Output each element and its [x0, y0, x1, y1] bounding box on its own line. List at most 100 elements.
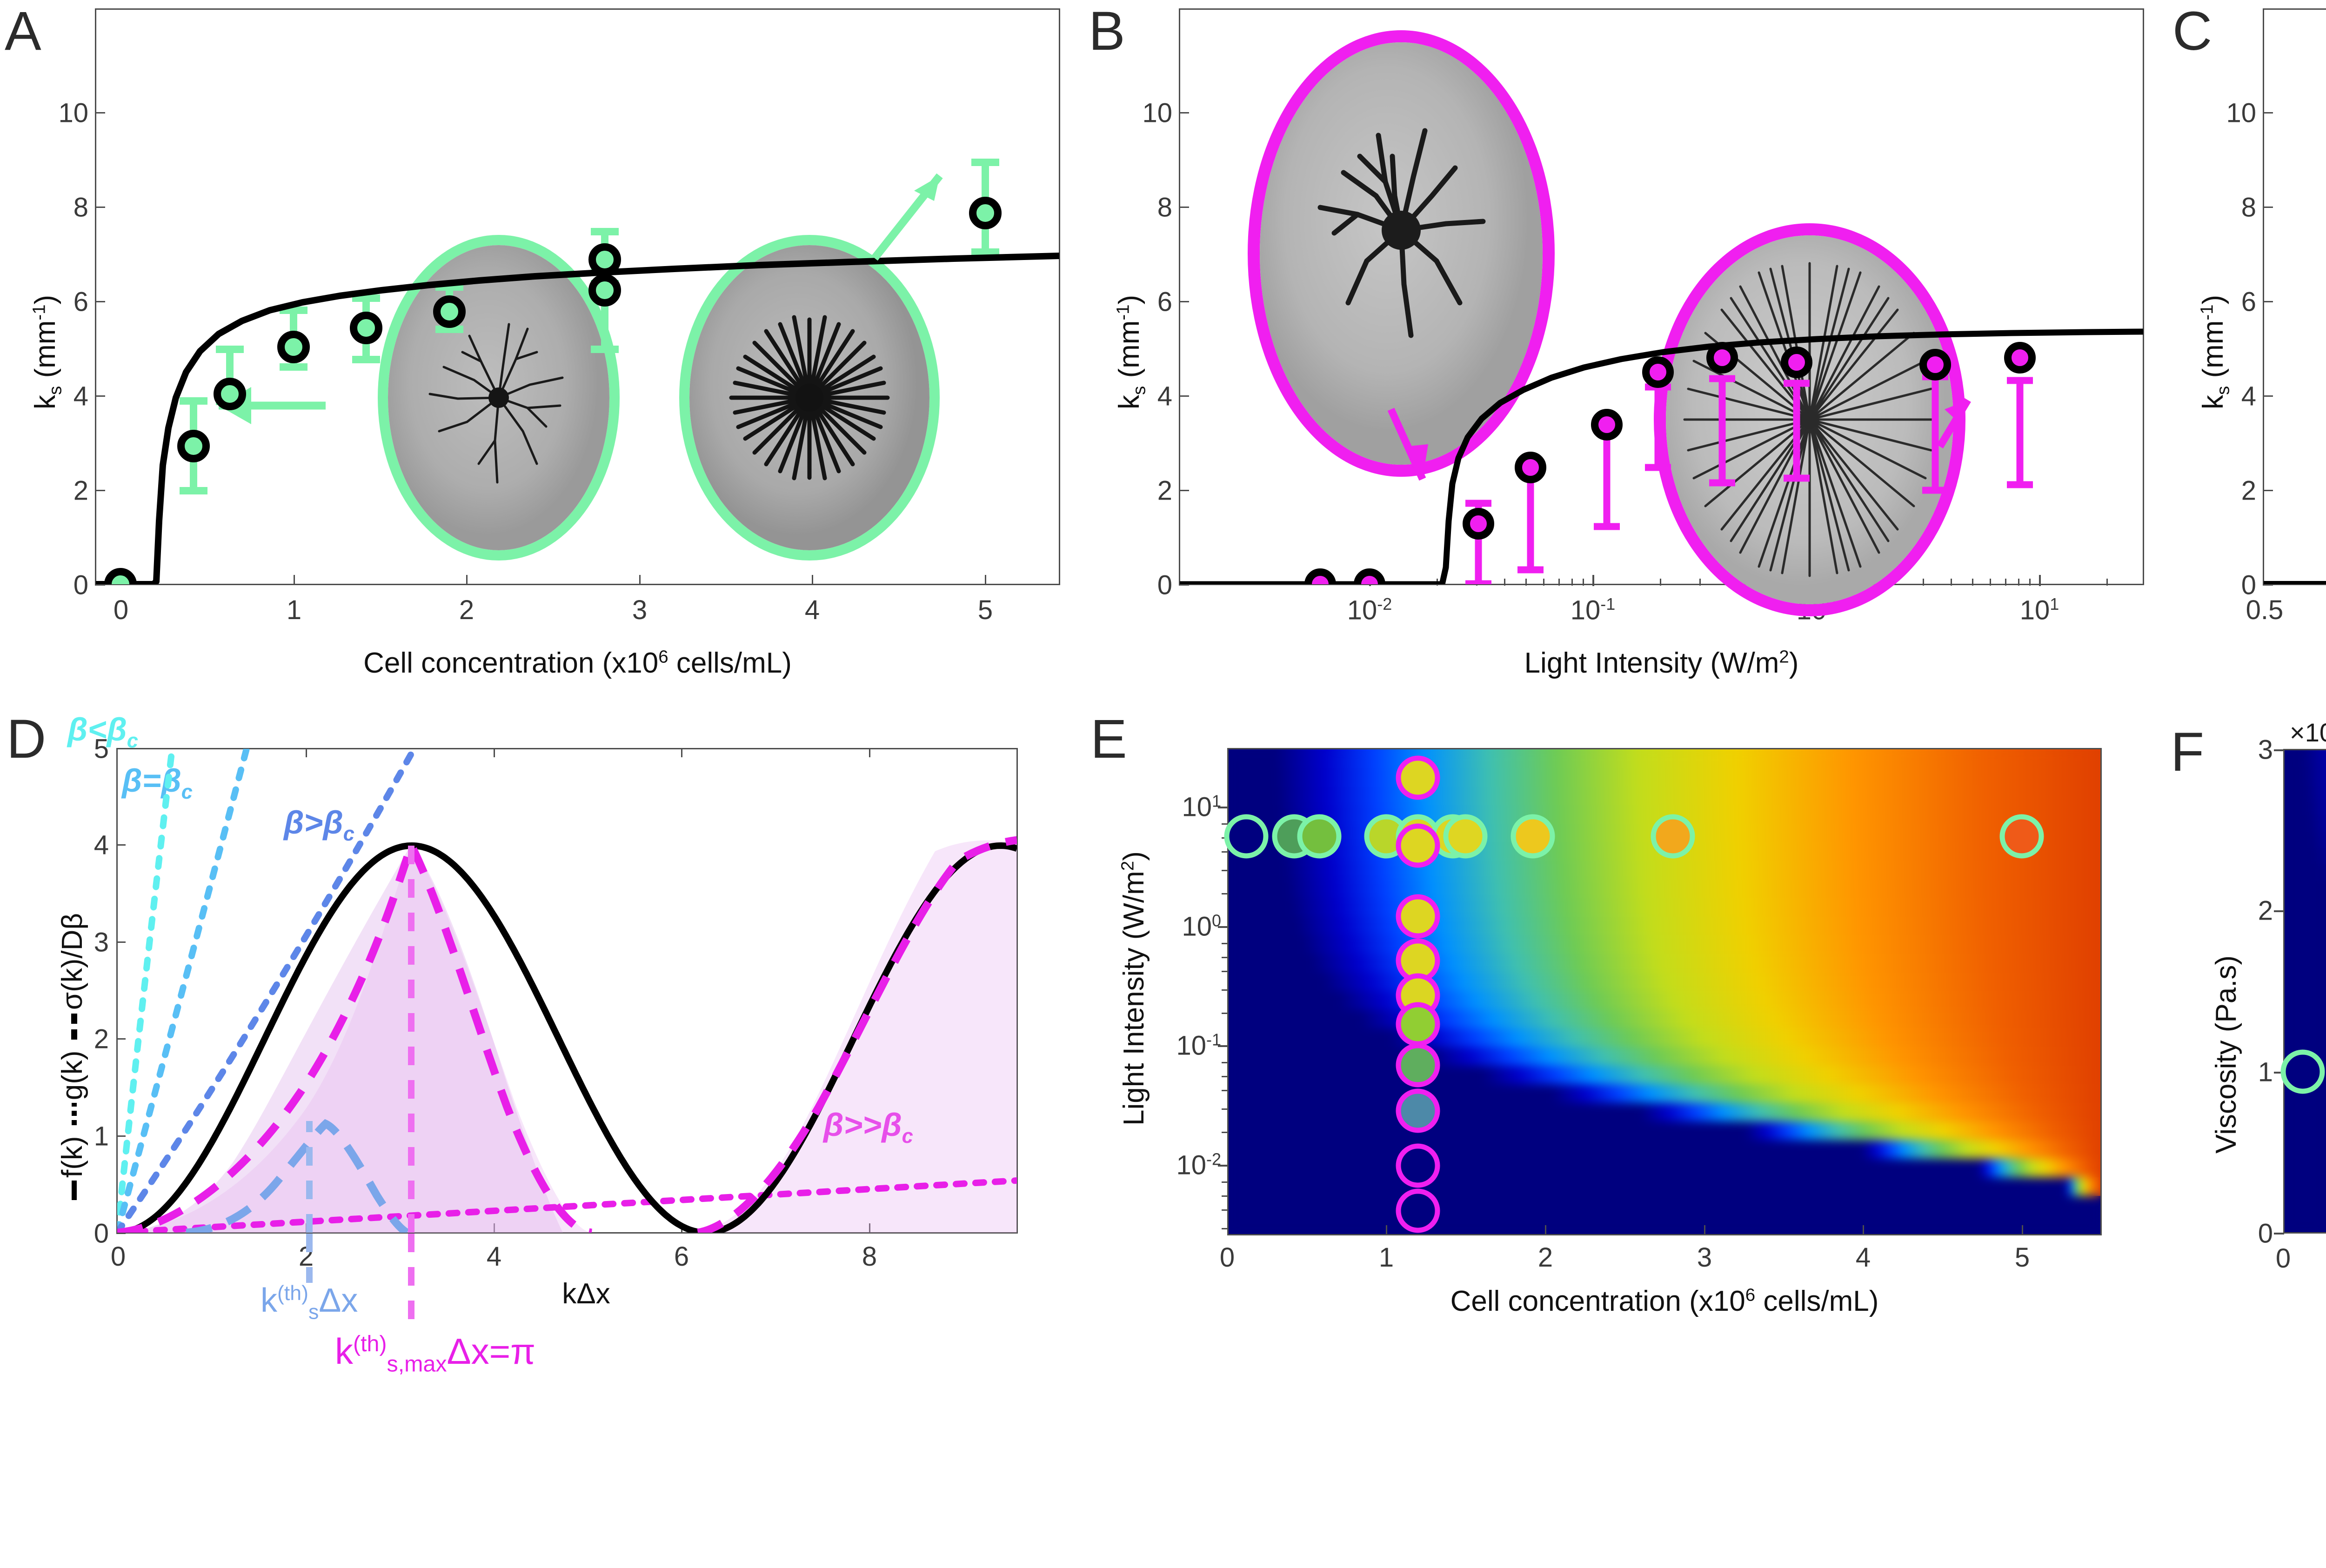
ytick-label: 2 [73, 475, 88, 506]
panel-c: C 0 2 4 6 8 10 0.5 1 1.5 2 2.5 3 ks (mm-… [2168, 0, 2326, 698]
ylabel-tail: ) [1118, 851, 1150, 861]
ytick-label: 5 [94, 734, 109, 764]
ytick-label: 6 [73, 287, 88, 317]
panel-f-y-multiplier: ×10-3 [2290, 717, 2326, 747]
xtick-label: 5 [977, 595, 993, 625]
panel-e: E [1084, 698, 2168, 1568]
xtick-label: 2 [1537, 1242, 1553, 1273]
ytick-label: 10 [58, 98, 88, 128]
multiplier-base: 10 [2305, 718, 2326, 747]
xlabel-head: Light Intensity (W/m [1524, 647, 1779, 679]
xtick-label: 101 [2019, 594, 2059, 626]
ytick-label: 4 [1157, 381, 1172, 412]
panel-d-label: D [7, 708, 47, 770]
ytick-label: 0 [2241, 570, 2256, 601]
ytick-label: 101 [1182, 791, 1221, 822]
xlabel-tail: cells/mL) [668, 647, 792, 679]
xtick-label: 0.5 [2246, 595, 2284, 625]
ytick-label: 8 [73, 192, 88, 223]
xtick-label: 10-2 [1347, 594, 1392, 626]
xlabel-tail: cells/mL) [1755, 1285, 1879, 1317]
panel-f-ylabel: Viscosity (Pa.s) [2210, 955, 2242, 1154]
ytick-label: 3 [2258, 734, 2273, 765]
xtick-label: 0 [1219, 1242, 1235, 1273]
xtick-label: 0 [113, 595, 129, 625]
ytick-label: 10-1 [1176, 1030, 1221, 1061]
panel-f-xlabel: Cell concentration (x106 cells/mL) [2283, 1285, 2326, 1318]
xtick-label: 4 [804, 595, 820, 625]
xlabel-exp: 6 [658, 647, 668, 667]
ytick-label: 100 [1182, 911, 1221, 942]
panel-c-label: C [2172, 0, 2212, 62]
ytick-label: 4 [94, 830, 109, 861]
xtick-label: 2 [459, 595, 475, 625]
panel-d-annotation-beta-lt: β<βc [67, 711, 138, 752]
panel-d-plot [117, 749, 1017, 1331]
ytick-label: 0 [73, 570, 88, 601]
xtick-label: 10-1 [1570, 594, 1616, 626]
ytick-label: 10-2 [1176, 1149, 1221, 1181]
ytick-label: 8 [1157, 192, 1172, 223]
panel-e-xlabel: Cell concentration (x106 cells/mL) [1227, 1285, 2102, 1318]
xtick-label: 1 [1378, 1242, 1394, 1273]
xtick-label: 6 [674, 1241, 689, 1272]
ylabel-exp: 2 [1117, 861, 1138, 871]
xlabel-head: Cell concentration (x10 [363, 647, 659, 679]
xtick-label: 8 [862, 1241, 877, 1272]
ytick-label: 4 [2241, 381, 2256, 412]
ytick-label: 0 [94, 1218, 109, 1249]
ylabel-head: Light Intensity (W/m [1118, 871, 1150, 1126]
ytick-label: 6 [2241, 287, 2256, 317]
panel-d-axes [116, 748, 1018, 1234]
ytick-label: 2 [2241, 475, 2256, 506]
xtick-label: 3 [1697, 1242, 1712, 1273]
xtick-label: 0 [2275, 1243, 2291, 1274]
xtick-label: 5 [2014, 1242, 2030, 1273]
xlabel-exp: 2 [1779, 647, 1789, 667]
xtick-label: 1 [286, 595, 302, 625]
panel-d-marker-ks-max-th: k(th)s,maxΔx=π [335, 1331, 535, 1377]
ytick-label: 3 [94, 927, 109, 958]
xtick-label: 4 [1855, 1242, 1871, 1273]
panel-e-ylabel: Light Intensity (W/m2) [1117, 851, 1150, 1126]
panel-d-annotation-beta-gt: β>βc [284, 804, 354, 845]
panel-a-xlabel: Cell concentration (x106 cells/mL) [95, 647, 1060, 680]
xtick-label: 4 [486, 1241, 502, 1272]
ytick-label: 0 [1157, 570, 1172, 601]
xtick-label: 0 [110, 1241, 126, 1272]
xtick-exp: 1 [2050, 594, 2059, 614]
panel-d: D 0 1 2 3 4 5 0 2 4 6 8 f(k) g(k) σ(k)/D… [0, 698, 1084, 1568]
panel-c-axes [2263, 8, 2326, 585]
panel-f-label: F [2171, 721, 2205, 783]
panel-e-label: E [1090, 708, 1127, 770]
panel-b-label: B [1089, 0, 1125, 62]
ytick-label: 10 [2226, 98, 2256, 128]
ytick-label: 2 [94, 1024, 109, 1054]
panel-b-plot [1180, 328, 2143, 584]
panel-a-label: A [5, 0, 41, 62]
xlabel-head: Cell concentration (x10 [1450, 1285, 1745, 1317]
ytick-label: 0 [2258, 1218, 2273, 1249]
ytick-label: 2 [1157, 475, 1172, 506]
panel-a: A 0 2 4 6 8 10 0 1 2 3 4 5 ks (mm-1) Cel [0, 0, 1084, 698]
xtick-exp: -2 [1377, 594, 1392, 614]
ytick-label: 1 [94, 1121, 109, 1152]
panel-b: B 0 2 4 6 8 10 10-2 10-1 100 101 [1084, 0, 2168, 698]
xlabel-tail: ) [1789, 647, 1799, 679]
ytick-label: 1 [2258, 1057, 2273, 1088]
panel-f: F [2168, 698, 2326, 1568]
colony-inset-sparse-a [378, 235, 620, 560]
ytick-label: 8 [2241, 192, 2256, 223]
panel-c-plot [2264, 581, 2326, 584]
panel-d-marker-ks-th: k(th)sΔx [261, 1282, 358, 1324]
xtick-label: 3 [632, 595, 648, 625]
panel-e-axes [1227, 748, 2102, 1235]
ytick-label: 6 [1157, 287, 1172, 317]
panel-a-plot [96, 159, 1059, 584]
panel-f-axes [2283, 749, 2326, 1234]
ytick-label: 10 [1142, 98, 1172, 128]
panel-d-xlabel: kΔx [562, 1278, 610, 1310]
ytick-label: 2 [2258, 895, 2273, 926]
panel-d-annotation-beta-gtgt: β>>βc [823, 1107, 913, 1148]
ytick-label: 4 [73, 381, 88, 412]
